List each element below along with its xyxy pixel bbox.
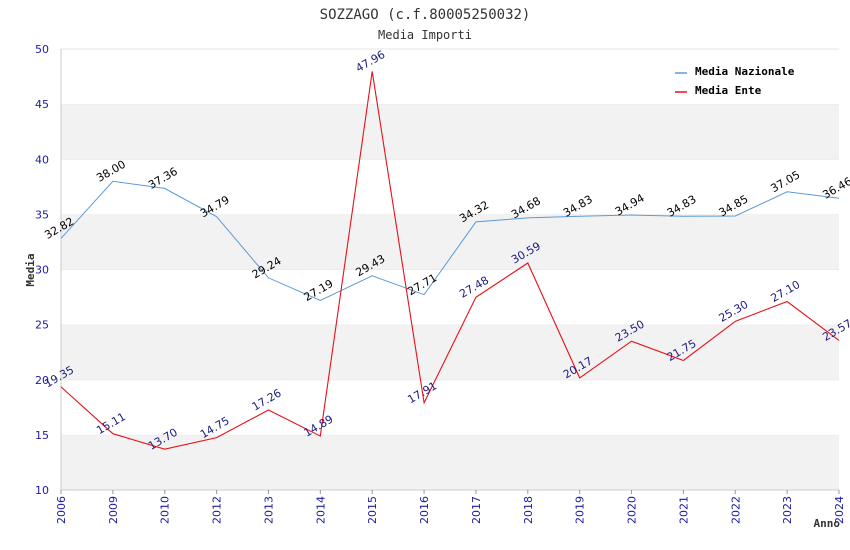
y-tick-label: 40 <box>35 153 49 166</box>
series-line <box>60 71 840 450</box>
legend: Media Nazionale Media Ente <box>667 59 810 102</box>
y-axis-title: Media <box>24 253 37 286</box>
chart-title: SOZZAGO (c.f.80005250032) <box>320 7 531 23</box>
x-tick-label: 2009 <box>107 496 120 524</box>
grid-band <box>61 214 839 270</box>
grid-bands <box>61 48 839 490</box>
x-tick-label: 2016 <box>418 496 431 524</box>
y-tick-label: 45 <box>35 98 49 111</box>
x-tick-label: 2012 <box>211 496 224 524</box>
y-tick-label: 10 <box>35 484 49 497</box>
x-tick-label: 2010 <box>159 496 172 524</box>
x-tick-label: 2018 <box>522 496 535 524</box>
y-tick-label: 35 <box>35 208 49 221</box>
x-axis-title: Anno <box>814 517 841 530</box>
x-tick-label: 2021 <box>677 496 690 524</box>
series-line <box>60 180 840 302</box>
grid-band <box>61 379 839 435</box>
y-tick-labels: 10 15 20 25 30 35 40 45 50 <box>35 43 49 497</box>
x-tick-label: 2015 <box>366 496 379 524</box>
x-tick-label: 2013 <box>262 496 275 524</box>
axes <box>60 49 840 494</box>
grid-band <box>61 269 839 325</box>
x-tick-label: 2024 <box>833 496 846 524</box>
grid-band <box>61 434 839 490</box>
legend-label-nazionale: Media Nazionale <box>695 65 795 78</box>
y-tick-label: 20 <box>35 374 49 387</box>
grid-band <box>61 159 839 215</box>
x-tick-label: 2014 <box>314 496 327 524</box>
y-tick-label: 50 <box>35 43 49 56</box>
x-tick-label: 2006 <box>55 496 68 524</box>
legend-box <box>667 59 810 102</box>
legend-label-ente: Media Ente <box>695 84 762 97</box>
y-tick-label: 30 <box>35 264 49 277</box>
x-tick-label: 2023 <box>781 496 794 524</box>
y-tick-label: 15 <box>35 429 49 442</box>
grid-band <box>61 324 839 380</box>
x-tick-label: 2019 <box>574 496 587 524</box>
x-tick-label: 2020 <box>626 496 639 524</box>
grid-band <box>61 104 839 160</box>
x-tick-label: 2017 <box>470 496 483 524</box>
y-tick-label: 25 <box>35 319 49 332</box>
x-tick-label: 2022 <box>729 496 742 524</box>
series-lines <box>60 71 840 450</box>
chart-subtitle: Media Importi <box>378 28 472 42</box>
x-tick-labels: 2006 2009 2010 2012 2013 2014 2015 2016 2017 2018… <box>55 496 846 524</box>
